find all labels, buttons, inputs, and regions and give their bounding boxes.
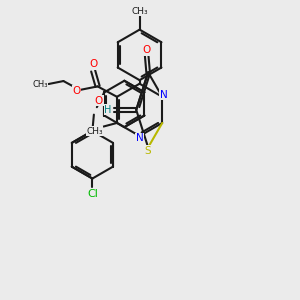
- Text: N: N: [160, 90, 168, 100]
- Text: N: N: [136, 134, 143, 143]
- Text: H: H: [104, 105, 112, 115]
- Text: CH₃: CH₃: [86, 127, 103, 136]
- Text: O: O: [142, 45, 150, 55]
- Text: Cl: Cl: [87, 189, 98, 199]
- Text: S: S: [145, 146, 152, 156]
- Text: CH₃: CH₃: [32, 80, 48, 88]
- Text: O: O: [89, 59, 97, 69]
- Text: O: O: [72, 85, 80, 96]
- Text: O: O: [95, 96, 103, 106]
- Text: CH₃: CH₃: [131, 7, 148, 16]
